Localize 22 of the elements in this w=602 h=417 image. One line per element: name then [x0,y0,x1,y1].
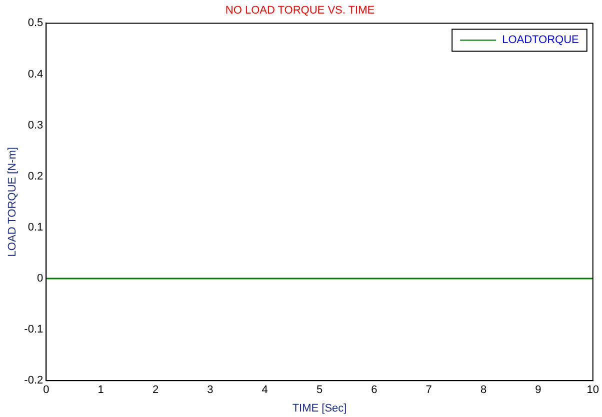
x-tick-label: 1 [98,384,104,396]
chart-title: NO LOAD TORQUE VS. TIME [225,4,375,17]
y-tick-label: 0 [37,272,44,285]
y-tick-label: 0.1 [28,221,44,234]
y-tick-label: 0.5 [28,17,44,30]
y-tick-label: 0.2 [28,170,44,182]
legend-label: LOADTORQUE [502,34,579,46]
x-tick-label: 6 [371,384,378,396]
x-tick-label: 5 [316,384,323,396]
x-tick-label: 9 [535,384,542,396]
y-tick-label: 0.4 [28,68,44,80]
x-tick-label: 10 [586,384,600,396]
y-tick-label: 0.3 [28,119,44,132]
x-tick-label: 7 [426,384,432,396]
x-tick-label: 8 [480,384,487,396]
x-tick-label: 4 [262,384,268,396]
x-tick-label: 3 [207,384,214,396]
x-tick-label: 2 [152,384,159,396]
y-axis-title: LOAD TORQUE [N-m] [6,147,19,257]
y-tick-label: -0.1 [24,324,44,336]
y-tick-label: -0.2 [24,374,44,387]
x-axis-title: TIME [Sec] [292,402,347,414]
